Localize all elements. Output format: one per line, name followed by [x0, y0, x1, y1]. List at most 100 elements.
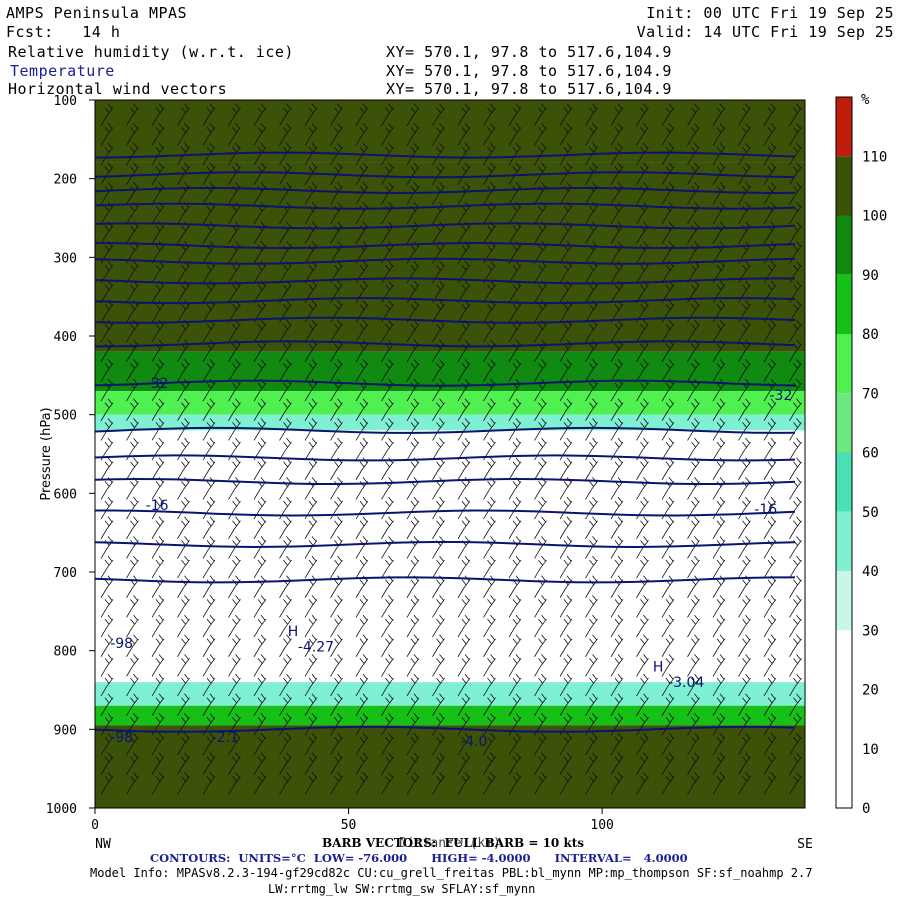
isotherm--76 [95, 151, 796, 159]
wind-barb-627 [381, 536, 394, 559]
wind-barb-15 [483, 103, 496, 126]
wind-barb-843 [177, 693, 190, 716]
wind-barb-471 [687, 418, 700, 441]
wind-barb-836 [712, 673, 726, 697]
wind-barb-188 [610, 221, 624, 244]
wind-barb-940 [508, 752, 522, 775]
y-tick-label-300: 300 [54, 251, 77, 266]
wind-barb-845 [228, 693, 241, 716]
wind-barb-740 [406, 614, 420, 638]
wind-barb-520 [508, 457, 522, 480]
wind-barb-526 [661, 457, 675, 480]
wind-barb-6 [253, 103, 267, 126]
wind-barb-799 [483, 654, 496, 677]
wind-barb-291 [381, 300, 394, 323]
wind-barb-56 [100, 142, 114, 166]
wind-barb-790 [253, 654, 267, 677]
contour-label-6: -98 [110, 636, 133, 652]
wind-barb-333 [738, 319, 751, 343]
wind-barb-372 [304, 359, 318, 382]
wind-barb-194 [763, 221, 777, 244]
wind-barb-547 [483, 477, 496, 500]
rh-layer-4 [95, 414, 805, 431]
contour-label-7: H [653, 659, 664, 675]
wind-barb-870 [151, 713, 165, 736]
wind-barb-829 [534, 673, 547, 697]
wind-barb-923 [789, 732, 802, 756]
wind-barb-341 [228, 339, 241, 362]
wind-barb-18 [559, 103, 573, 126]
wind-barb-339 [177, 339, 190, 362]
wind-barb-174 [253, 221, 267, 244]
wind-barb-863 [687, 693, 700, 716]
wind-barb-515 [381, 457, 394, 480]
wind-barb-921 [738, 732, 751, 756]
wind-barb-357 [636, 339, 649, 362]
wind-barb-914 [559, 732, 573, 756]
colorbar-swatch-8 [836, 571, 852, 631]
wind-barb-785 [126, 654, 139, 677]
wind-barb-285 [228, 300, 241, 323]
wind-barb-898 [151, 732, 165, 756]
wind-barb-327 [585, 319, 598, 343]
wind-barb-163 [687, 201, 700, 225]
wind-barb-133 [636, 182, 649, 205]
wind-barb-418 [763, 378, 777, 402]
wind-barb-269 [534, 280, 547, 303]
wind-barb-435 [483, 398, 496, 421]
wind-barb-966 [457, 772, 471, 795]
wind-barb-160 [610, 201, 624, 225]
wind-barb-777 [636, 634, 649, 657]
wind-barb-182 [457, 221, 471, 244]
wind-barb-317 [330, 319, 343, 343]
wind-barb-729 [126, 614, 139, 638]
wind-barb-105 [636, 162, 649, 185]
wind-barb-162 [661, 201, 675, 225]
wind-barb-11 [381, 103, 394, 126]
wind-barb-177 [330, 221, 343, 244]
wind-barb-885 [534, 713, 547, 736]
wind-barb-204 [304, 241, 318, 264]
wind-barb-951 [789, 752, 802, 775]
wind-barb-425 [228, 398, 241, 421]
wind-barb-741 [432, 614, 445, 638]
wind-barb-437 [534, 398, 547, 421]
wind-barb-523 [585, 457, 598, 480]
wind-barb-34 [253, 123, 267, 146]
wind-barb-557 [738, 477, 751, 500]
wind-barb-50 [661, 123, 675, 146]
wind-barb-598 [355, 516, 369, 539]
colorbar-swatch-9 [836, 630, 852, 690]
wind-barb-814 [151, 673, 165, 697]
wind-barb-536 [202, 477, 216, 500]
wind-barb-337 [126, 339, 139, 362]
wind-barb-321 [432, 319, 445, 343]
wind-barb-115 [177, 182, 190, 205]
wind-barb-456 [304, 418, 318, 441]
wind-barb-455 [279, 418, 292, 441]
wind-barb-458 [355, 418, 369, 441]
isotherm--60 [95, 222, 796, 230]
wind-barb-553 [636, 477, 649, 500]
wind-barb-442 [661, 398, 675, 421]
wind-barb-351 [483, 339, 496, 362]
wind-barb-652 [304, 555, 318, 579]
wind-barb-857 [534, 693, 547, 716]
wind-barb-157 [534, 201, 547, 225]
wind-barb-404 [406, 378, 420, 402]
wind-barb-549 [534, 477, 547, 500]
wind-barb-510 [253, 457, 267, 480]
wind-barb-383 [585, 359, 598, 382]
wind-barb-325 [534, 319, 547, 343]
wind-barb-948 [712, 752, 726, 775]
wind-barb-567 [279, 496, 292, 520]
wind-barb-724 [712, 595, 726, 618]
wind-barb-733 [228, 614, 241, 638]
wind-barb-340 [202, 339, 216, 362]
wind-barb-628 [406, 536, 420, 559]
wind-barb-272 [610, 280, 624, 303]
colorbar-label-10: 10 [862, 742, 879, 758]
wind-barb-550 [559, 477, 573, 500]
wind-barb-604 [508, 516, 522, 539]
